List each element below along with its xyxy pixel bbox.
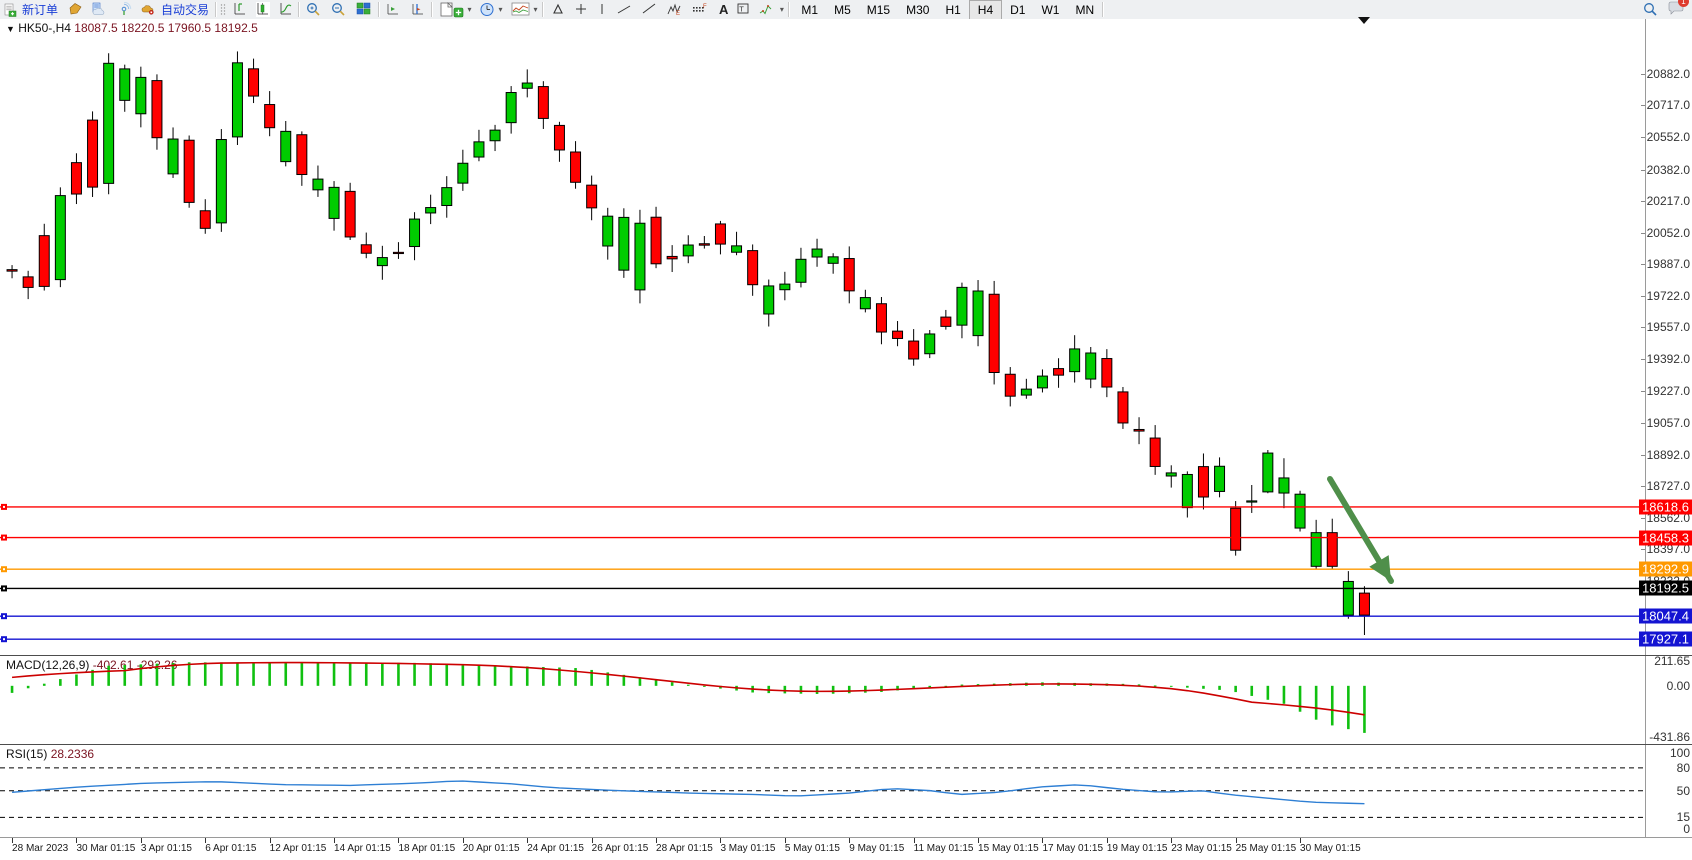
svg-text:T: T [740, 5, 745, 14]
svg-text:E: E [676, 11, 680, 17]
svg-text:F: F [703, 4, 707, 10]
